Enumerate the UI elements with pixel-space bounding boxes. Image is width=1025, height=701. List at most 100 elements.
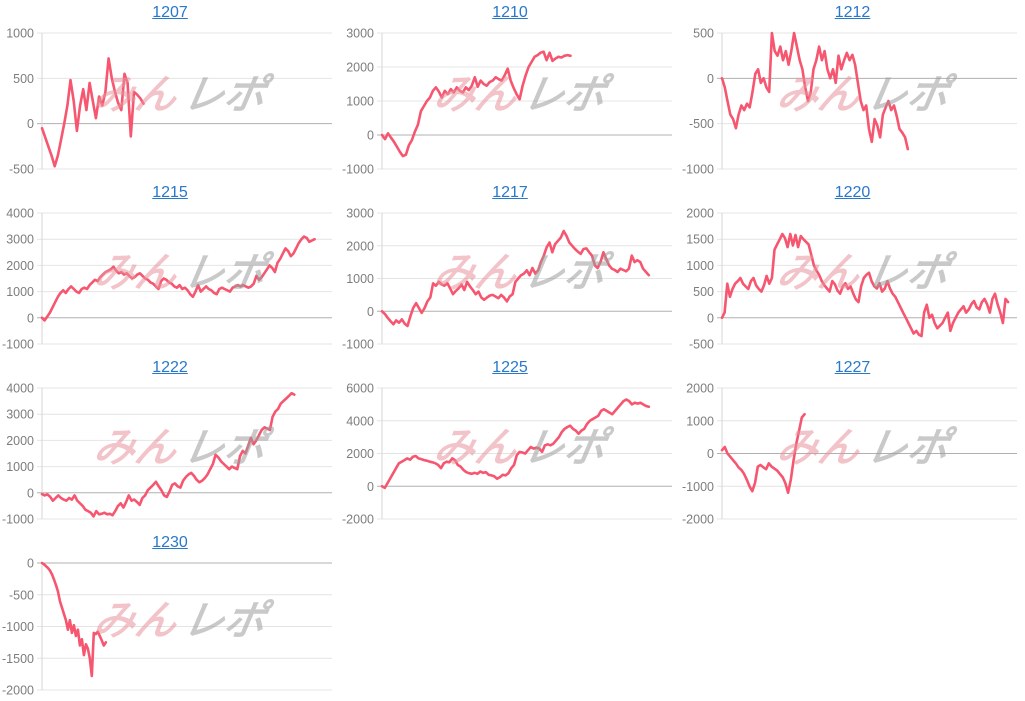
trend-line bbox=[720, 412, 806, 495]
trend-line bbox=[40, 57, 145, 168]
chart-title-row: 1225 bbox=[340, 355, 680, 381]
line-chart-1217: 3000 2000 1000 0 -1000 bbox=[342, 207, 672, 352]
y-tick-label: 0 bbox=[27, 486, 34, 500]
y-tick-label: -1000 bbox=[342, 338, 374, 352]
chart-title-row: 1227 bbox=[680, 355, 1025, 381]
y-tick-label: 2000 bbox=[686, 207, 714, 221]
chart-cell-1222: 1222 4000 3000 2000 1000 0 -1000 みんレポ bbox=[0, 355, 340, 530]
chart-cell-1225: 1225 6000 4000 2000 0 -2000 みんレポ bbox=[340, 355, 680, 530]
chart-area: 6000 4000 2000 0 -2000 みんレポ bbox=[340, 381, 680, 530]
chart-title-row: 1217 bbox=[340, 180, 680, 206]
chart-link-1227[interactable]: 1227 bbox=[834, 359, 871, 376]
chart-title-row: 1230 bbox=[0, 530, 340, 556]
chart-link-1222[interactable]: 1222 bbox=[152, 359, 188, 376]
y-tick-label: 0 bbox=[27, 557, 34, 571]
trend-line bbox=[40, 561, 108, 678]
line-chart-1220: 2000 1500 1000 500 0 -500 bbox=[686, 207, 1017, 352]
y-tick-label: -500 bbox=[9, 163, 34, 177]
y-tick-label: -1000 bbox=[2, 513, 34, 527]
y-tick-label: 1000 bbox=[686, 414, 714, 428]
y-tick-label: 2000 bbox=[346, 447, 374, 461]
chart-cell-1212: 1212 500 0 -500 -1000 みんレポ bbox=[680, 0, 1025, 180]
trend-line bbox=[380, 398, 651, 490]
line-chart-1230: 0 -500 -1000 -1500 -2000 bbox=[2, 557, 332, 698]
chart-cell-1227: 1227 2000 1000 0 -1000 -2000 みんレポ bbox=[680, 355, 1025, 530]
y-tick-label: 2000 bbox=[6, 259, 34, 273]
y-tick-label: 1000 bbox=[686, 259, 714, 273]
chart-area: 0 -500 -1000 -1500 -2000 みんレポ bbox=[0, 556, 340, 701]
y-tick-label: -1500 bbox=[2, 652, 34, 666]
y-tick-label: 3000 bbox=[6, 408, 34, 422]
y-tick-label: 2000 bbox=[346, 239, 374, 253]
y-tick-label: 1000 bbox=[6, 460, 34, 474]
chart-title-row: 1222 bbox=[0, 355, 340, 381]
chart-cell-1210: 1210 3000 2000 1000 0 -1000 みんレポ bbox=[340, 0, 680, 180]
chart-title-row: 1210 bbox=[340, 0, 680, 26]
chart-title-row: 1215 bbox=[0, 180, 340, 206]
trend-line bbox=[380, 229, 651, 328]
line-chart-1225: 6000 4000 2000 0 -2000 bbox=[342, 382, 672, 527]
chart-cell-1215: 1215 4000 3000 2000 1000 0 -1000 みんレポ bbox=[0, 180, 340, 355]
chart-link-1207[interactable]: 1207 bbox=[152, 4, 188, 21]
chart-title-row: 1207 bbox=[0, 0, 340, 26]
line-chart-1212: 500 0 -500 -1000 bbox=[682, 27, 1017, 177]
trend-line bbox=[720, 232, 1010, 338]
y-tick-label: 1000 bbox=[346, 272, 374, 286]
y-tick-label: -1000 bbox=[2, 620, 34, 634]
trend-line bbox=[40, 391, 296, 518]
chart-link-1225[interactable]: 1225 bbox=[492, 359, 528, 376]
y-tick-label: -2000 bbox=[342, 513, 374, 527]
line-chart-1222: 4000 3000 2000 1000 0 -1000 bbox=[2, 382, 332, 527]
y-tick-label: 0 bbox=[27, 311, 34, 325]
trend-line bbox=[40, 235, 316, 322]
y-tick-label: -1000 bbox=[2, 338, 34, 352]
chart-area: 4000 3000 2000 1000 0 -1000 みんレポ bbox=[0, 206, 340, 355]
y-tick-label: 1000 bbox=[6, 27, 34, 41]
chart-area: 4000 3000 2000 1000 0 -1000 みんレポ bbox=[0, 381, 340, 530]
y-tick-label: 1000 bbox=[346, 95, 374, 109]
trend-line bbox=[720, 31, 910, 151]
y-tick-label: 3000 bbox=[346, 27, 374, 41]
y-tick-label: 1000 bbox=[6, 285, 34, 299]
y-tick-label: 1500 bbox=[686, 233, 714, 247]
y-tick-label: 0 bbox=[707, 311, 714, 325]
y-tick-label: -500 bbox=[689, 117, 714, 131]
y-tick-label: -2000 bbox=[2, 684, 34, 698]
chart-link-1230[interactable]: 1230 bbox=[152, 534, 188, 551]
y-tick-label: 0 bbox=[707, 72, 714, 86]
y-tick-label: -1000 bbox=[682, 163, 714, 177]
y-tick-label: -500 bbox=[689, 338, 714, 352]
chart-area: 500 0 -500 -1000 みんレポ bbox=[680, 26, 1025, 180]
chart-link-1212[interactable]: 1212 bbox=[834, 4, 871, 21]
y-tick-label: 0 bbox=[707, 447, 714, 461]
chart-link-1210[interactable]: 1210 bbox=[492, 4, 528, 21]
chart-cell-1220: 1220 2000 1500 1000 500 0 -500 みんレポ bbox=[680, 180, 1025, 355]
y-tick-label: -500 bbox=[9, 588, 34, 602]
y-tick-label: 0 bbox=[367, 129, 374, 143]
line-chart-1215: 4000 3000 2000 1000 0 -1000 bbox=[2, 207, 332, 352]
y-tick-label: 3000 bbox=[6, 233, 34, 247]
chart-title-row: 1212 bbox=[680, 0, 1025, 26]
line-chart-1210: 3000 2000 1000 0 -1000 bbox=[342, 27, 672, 177]
y-tick-label: 6000 bbox=[346, 382, 374, 396]
y-tick-label: -2000 bbox=[682, 513, 714, 527]
chart-cell-1230: 1230 0 -500 -1000 -1500 -2000 みんレポ bbox=[0, 530, 340, 701]
line-chart-1227: 2000 1000 0 -1000 -2000 bbox=[682, 382, 1017, 527]
y-tick-label: 4000 bbox=[6, 382, 34, 396]
chart-cell-1217: 1217 3000 2000 1000 0 -1000 みんレポ bbox=[340, 180, 680, 355]
chart-area: 2000 1500 1000 500 0 -500 みんレポ bbox=[680, 206, 1025, 355]
y-tick-label: 500 bbox=[693, 27, 714, 41]
chart-area: 3000 2000 1000 0 -1000 みんレポ bbox=[340, 26, 680, 180]
y-tick-label: 500 bbox=[693, 285, 714, 299]
y-tick-label: 0 bbox=[367, 305, 374, 319]
chart-link-1217[interactable]: 1217 bbox=[492, 184, 528, 201]
chart-cell-1207: 1207 1000 500 0 -500 みんレポ bbox=[0, 0, 340, 180]
y-tick-label: -1000 bbox=[342, 163, 374, 177]
y-tick-label: 4000 bbox=[6, 207, 34, 221]
chart-link-1220[interactable]: 1220 bbox=[834, 184, 871, 201]
chart-area: 1000 500 0 -500 みんレポ bbox=[0, 26, 340, 180]
chart-area: 2000 1000 0 -1000 -2000 みんレポ bbox=[680, 381, 1025, 530]
y-tick-label: 2000 bbox=[6, 434, 34, 448]
chart-link-1215[interactable]: 1215 bbox=[152, 184, 188, 201]
